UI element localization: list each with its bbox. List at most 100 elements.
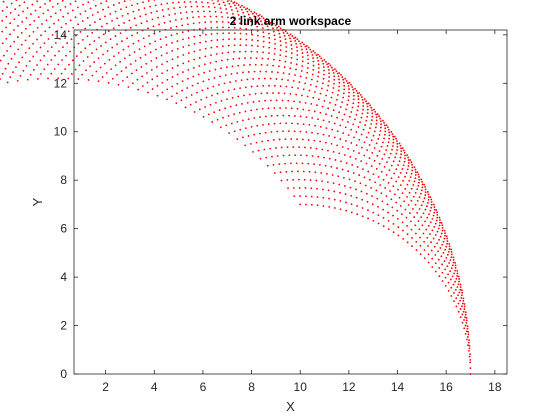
scatter-point — [310, 78, 313, 81]
scatter-point — [318, 98, 320, 101]
scatter-point — [406, 168, 409, 171]
scatter-point — [427, 202, 429, 204]
scatter-point — [333, 198, 336, 201]
scatter-point — [272, 163, 275, 166]
scatter-point — [139, 56, 142, 59]
scatter-point — [343, 84, 346, 87]
scatter-point — [383, 124, 386, 127]
scatter-point — [379, 130, 382, 132]
scatter-point — [189, 103, 192, 106]
scatter-point — [441, 243, 444, 246]
scatter-point — [314, 51, 316, 54]
scatter-point — [372, 134, 375, 137]
scatter-point — [229, 81, 232, 83]
scatter-point — [270, 24, 273, 27]
scatter-point — [9, 12, 12, 14]
scatter-point — [74, 0, 77, 3]
scatter-point — [336, 116, 339, 119]
scatter-point — [166, 52, 168, 55]
scatter-point — [57, 77, 60, 80]
scatter-point — [350, 83, 352, 86]
scatter-point — [227, 114, 230, 117]
scatter-point — [248, 93, 251, 96]
scatter-point — [117, 83, 120, 86]
scatter-point — [278, 163, 281, 166]
scatter-point — [384, 187, 387, 189]
scatter-point — [366, 105, 369, 108]
scatter-point — [143, 7, 146, 10]
scatter-point — [181, 89, 183, 92]
scatter-point — [198, 65, 201, 67]
scatter-point — [360, 116, 363, 119]
scatter-point — [64, 68, 67, 70]
scatter-point — [260, 15, 263, 18]
scatter-point — [342, 78, 345, 81]
scatter-point — [53, 22, 55, 25]
scatter-point — [72, 9, 74, 12]
scatter-point — [410, 228, 413, 231]
scatter-point — [339, 200, 342, 202]
scatter-point — [309, 147, 312, 149]
scatter-point — [58, 50, 60, 53]
scatter-point — [342, 81, 345, 84]
scatter-point — [45, 19, 48, 22]
scatter-point — [323, 69, 325, 72]
scatter-point — [251, 12, 254, 15]
scatter-point — [382, 217, 385, 219]
scatter-point — [289, 67, 292, 70]
scatter-point — [407, 156, 410, 159]
scatter-point — [289, 40, 292, 43]
scatter-point — [381, 200, 384, 203]
scatter-point — [373, 108, 375, 111]
scatter-point — [210, 54, 212, 56]
scatter-point — [419, 253, 422, 255]
scatter-point — [78, 64, 81, 67]
scatter-point — [88, 43, 91, 46]
scatter-point — [284, 30, 287, 33]
scatter-point — [445, 257, 448, 259]
scatter-point — [362, 108, 364, 111]
scatter-point — [279, 107, 281, 109]
scatter-point — [1, 9, 4, 12]
scatter-point — [323, 156, 325, 159]
scatter-point — [216, 118, 219, 121]
scatter-point — [352, 91, 355, 94]
scatter-point — [82, 38, 84, 41]
scatter-point — [285, 46, 288, 48]
scatter-point — [210, 21, 212, 23]
scatter-point — [306, 51, 309, 54]
scatter-point — [234, 80, 237, 82]
scatter-point — [285, 55, 287, 58]
scatter-point — [383, 165, 386, 168]
x-tick-label: 14 — [391, 380, 405, 394]
scatter-point — [272, 27, 274, 30]
scatter-point — [296, 49, 299, 52]
scatter-point — [441, 224, 444, 227]
scatter-point — [336, 130, 339, 133]
scatter-point — [252, 101, 255, 103]
scatter-point — [233, 4, 236, 7]
scatter-point — [189, 0, 192, 3]
scatter-point — [272, 139, 275, 141]
scatter-point — [101, 76, 104, 78]
scatter-point — [423, 249, 426, 251]
scatter-point — [12, 71, 14, 74]
scatter-point — [119, 60, 122, 63]
scatter-point — [296, 54, 299, 56]
scatter-point — [231, 12, 234, 15]
scatter-point — [437, 227, 440, 230]
scatter-point — [440, 222, 443, 224]
scatter-point — [262, 123, 264, 126]
scatter-point — [144, 53, 147, 56]
scatter-point — [351, 164, 354, 166]
scatter-point — [402, 179, 405, 182]
scatter-point — [376, 197, 379, 200]
scatter-point — [406, 241, 409, 244]
scatter-point — [452, 283, 455, 286]
scatter-point — [410, 172, 413, 175]
scatter-point — [163, 21, 166, 24]
scatter-point — [312, 68, 315, 71]
scatter-point — [436, 230, 439, 233]
scatter-point — [176, 82, 179, 85]
scatter-point — [177, 1, 180, 4]
